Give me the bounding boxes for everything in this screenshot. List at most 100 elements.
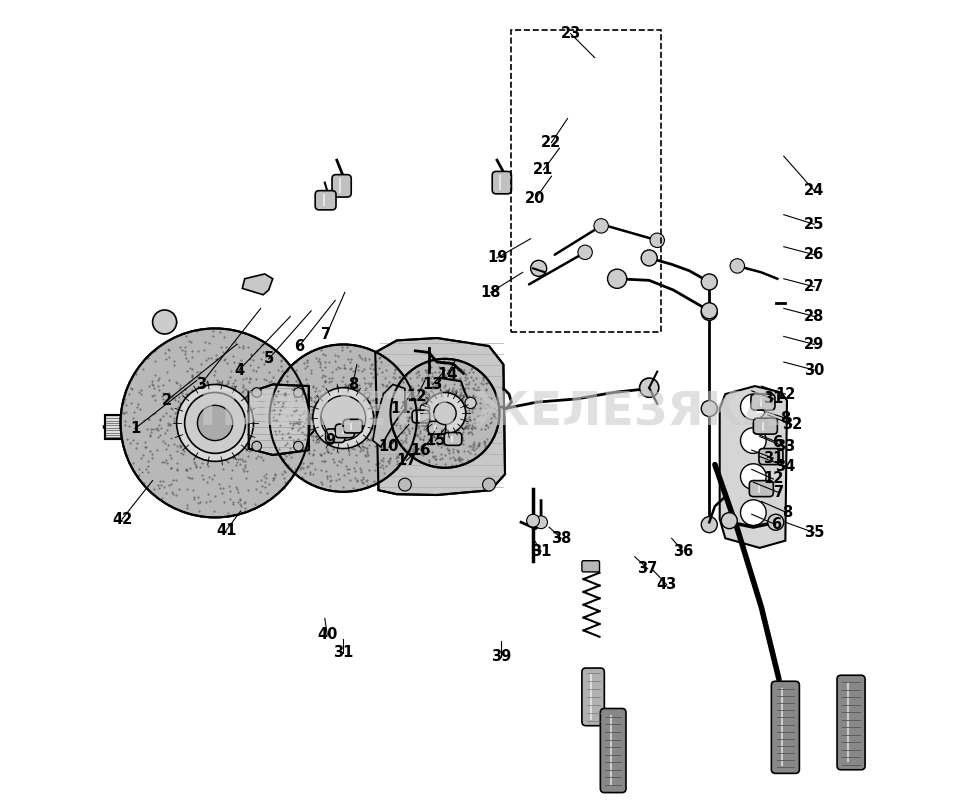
Text: 23: 23 [560,26,580,41]
Text: 6: 6 [294,339,304,353]
Circle shape [767,514,783,530]
Text: 32: 32 [781,417,801,432]
FancyBboxPatch shape [411,410,429,423]
Circle shape [607,269,626,288]
FancyBboxPatch shape [491,171,511,194]
FancyBboxPatch shape [836,675,865,770]
Polygon shape [375,338,504,495]
Text: 14: 14 [437,367,457,381]
Text: 33: 33 [775,440,794,454]
Text: 21: 21 [532,163,553,177]
Polygon shape [242,274,273,295]
Text: 15: 15 [425,433,446,448]
Circle shape [740,394,765,420]
FancyBboxPatch shape [444,433,461,445]
Bar [510,30,660,332]
Text: 7: 7 [773,485,784,500]
Text: 8: 8 [348,377,358,392]
Circle shape [293,441,303,451]
Text: 25: 25 [803,217,824,231]
Text: 5: 5 [264,352,274,366]
Circle shape [701,303,716,319]
Text: 1: 1 [130,421,140,436]
Circle shape [531,260,546,276]
Circle shape [534,516,547,529]
Text: 43: 43 [656,578,676,592]
Circle shape [120,328,310,517]
Circle shape [701,274,716,290]
Circle shape [740,428,765,453]
Circle shape [650,233,663,248]
FancyBboxPatch shape [748,481,773,497]
Circle shape [177,384,253,461]
FancyBboxPatch shape [428,421,446,434]
FancyBboxPatch shape [771,681,798,774]
Text: 8: 8 [781,505,791,520]
Text: 2: 2 [162,393,172,408]
Text: 9: 9 [325,433,335,448]
Text: 12: 12 [762,472,783,486]
Circle shape [252,441,261,451]
Polygon shape [372,384,404,447]
Text: 27: 27 [803,280,824,294]
Circle shape [740,464,765,489]
Circle shape [433,402,455,425]
Circle shape [185,392,245,453]
FancyBboxPatch shape [600,709,625,793]
Circle shape [152,310,177,334]
Text: 39: 39 [490,650,511,664]
Circle shape [701,400,716,417]
Text: 6: 6 [770,517,780,532]
FancyBboxPatch shape [581,668,604,726]
Text: 10: 10 [378,440,399,454]
Circle shape [197,405,233,441]
Polygon shape [719,386,786,548]
Circle shape [721,513,737,529]
Text: 34: 34 [775,459,794,473]
Text: 12: 12 [775,387,794,401]
Circle shape [701,304,716,320]
Text: 29: 29 [803,337,824,352]
Circle shape [398,478,411,491]
Circle shape [420,404,429,413]
FancyBboxPatch shape [325,429,345,442]
Text: 37: 37 [637,562,658,576]
FancyBboxPatch shape [331,175,351,197]
Circle shape [390,359,499,468]
FancyBboxPatch shape [343,420,362,433]
FancyBboxPatch shape [335,424,354,437]
Ellipse shape [238,409,315,444]
Text: 20: 20 [525,191,545,206]
Text: 12: 12 [406,389,427,404]
Text: 24: 24 [803,183,824,198]
Circle shape [577,245,592,260]
Bar [105,415,160,439]
FancyBboxPatch shape [315,191,336,210]
Text: 35: 35 [803,525,824,540]
Circle shape [639,378,658,397]
Text: 16: 16 [410,443,431,457]
Circle shape [197,405,233,441]
Circle shape [740,500,765,525]
Text: 7: 7 [321,328,331,342]
Circle shape [701,517,716,533]
Circle shape [593,219,608,233]
Text: 38: 38 [550,531,571,545]
Text: 31: 31 [531,544,551,558]
Circle shape [293,388,303,397]
Text: 31: 31 [762,392,783,406]
Circle shape [482,478,495,491]
Text: 40: 40 [317,627,337,642]
FancyBboxPatch shape [752,418,777,434]
Text: 31: 31 [333,646,353,660]
Circle shape [464,397,476,409]
Text: 42: 42 [112,512,132,526]
Text: 11: 11 [390,401,410,416]
Text: 31: 31 [762,451,783,465]
Text: 30: 30 [803,363,824,377]
Text: 22: 22 [541,135,561,150]
Text: 41: 41 [216,523,236,537]
Circle shape [526,514,539,527]
Text: 13: 13 [422,377,443,392]
Circle shape [320,396,365,441]
